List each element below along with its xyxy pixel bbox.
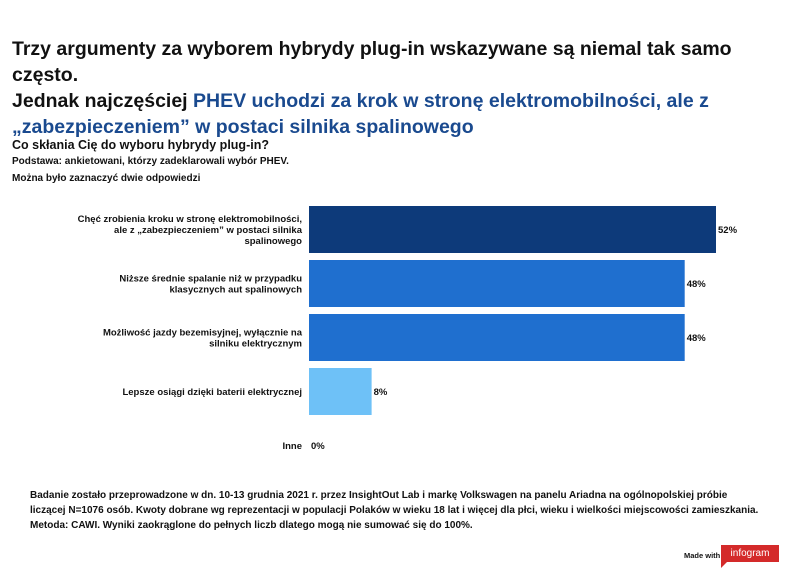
category-label-2: Możliwość jazdy bezemisyjnej, wyłącznie … (103, 328, 303, 350)
methodology-footer: Badanie zostało przeprowadzone w dn. 10-… (30, 490, 759, 531)
category-label-line: silniku elektrycznym (209, 339, 302, 350)
category-label-1: Niższe średnie spalanie niż w przypadku k… (119, 274, 302, 296)
logo-tail (721, 562, 727, 568)
survey-question: Co skłania Cię do wyboru hybrydy plug-in… (12, 138, 269, 152)
survey-note: Można było zaznaczyć dwie odpowiedzi (12, 173, 201, 184)
value-label-1: 48% (687, 279, 707, 290)
category-label-line: Możliwość jazdy bezemisyjnej, wyłącznie … (103, 328, 303, 339)
value-label-4: 0% (311, 441, 325, 452)
category-label-line: spalinowego (244, 236, 302, 247)
bar-2 (309, 314, 685, 361)
bar-1 (309, 260, 685, 307)
category-label-line: Lepsze osiągi dzięki baterii elektryczne… (122, 387, 302, 398)
infogram-logo[interactable]: infogram (721, 545, 779, 562)
bar-0 (309, 206, 716, 253)
category-label-3: Lepsze osiągi dzięki baterii elektryczne… (122, 387, 302, 398)
category-label-line: Inne (282, 441, 302, 452)
category-label-4: Inne (282, 441, 302, 452)
value-label-2: 48% (687, 333, 707, 344)
survey-basis: Podstawa: ankietowani, którzy zadeklarow… (12, 156, 289, 167)
made-with-label: Made with (684, 551, 721, 560)
category-label-line: Niższe średnie spalanie niż w przypadku (119, 274, 302, 285)
value-label-3: 8% (374, 387, 388, 398)
value-label-0: 52% (718, 225, 738, 236)
category-label-line: klasycznych aut spalinowych (169, 285, 302, 296)
title-line-2-prefix: Jednak najczęściej (12, 90, 194, 112)
title-line-1: Trzy argumenty za wyborem hybrydy plug-i… (12, 38, 732, 86)
bar-3 (309, 368, 372, 415)
category-label-line: Chęć zrobienia kroku w stronę elektromob… (78, 214, 302, 225)
category-label-0: Chęć zrobienia kroku w stronę elektromob… (78, 214, 303, 247)
title-line-2-accent: PHEV uchodzi za krok w stronę elektromob… (12, 90, 709, 138)
chart-title: Trzy argumenty za wyborem hybrydy plug-i… (12, 36, 782, 140)
category-label-line: ale z „zabezpieczeniem” w postaci silnik… (114, 225, 303, 236)
